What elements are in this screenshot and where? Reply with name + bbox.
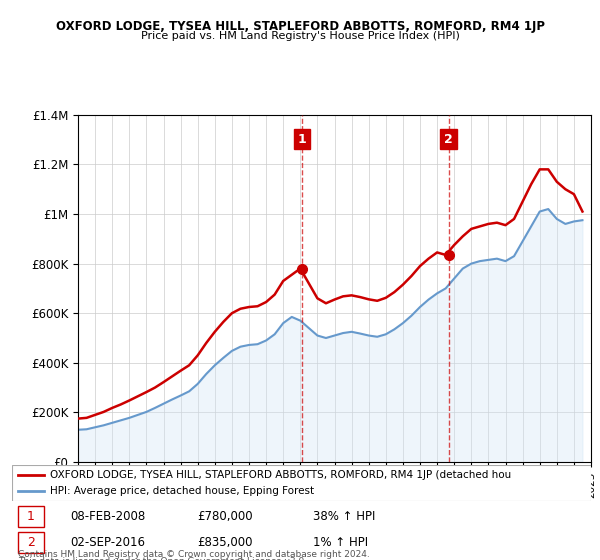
- Text: 1: 1: [27, 510, 35, 523]
- Text: 2: 2: [444, 133, 453, 146]
- Text: OXFORD LODGE, TYSEA HILL, STAPLEFORD ABBOTTS, ROMFORD, RM4 1JP (detached hou: OXFORD LODGE, TYSEA HILL, STAPLEFORD ABB…: [50, 470, 511, 480]
- Text: 08-FEB-2008: 08-FEB-2008: [70, 510, 145, 523]
- Text: 1% ↑ HPI: 1% ↑ HPI: [313, 536, 368, 549]
- FancyBboxPatch shape: [18, 506, 44, 527]
- Text: Price paid vs. HM Land Registry's House Price Index (HPI): Price paid vs. HM Land Registry's House …: [140, 31, 460, 41]
- Text: 38% ↑ HPI: 38% ↑ HPI: [313, 510, 376, 523]
- Text: OXFORD LODGE, TYSEA HILL, STAPLEFORD ABBOTTS, ROMFORD, RM4 1JP: OXFORD LODGE, TYSEA HILL, STAPLEFORD ABB…: [56, 20, 545, 32]
- Text: 02-SEP-2016: 02-SEP-2016: [70, 536, 145, 549]
- Text: 2: 2: [27, 536, 35, 549]
- Text: Contains HM Land Registry data © Crown copyright and database right 2024.: Contains HM Land Registry data © Crown c…: [18, 550, 370, 559]
- FancyBboxPatch shape: [18, 532, 44, 553]
- Text: 1: 1: [298, 133, 307, 146]
- Text: This data is licensed under the Open Government Licence v3.0.: This data is licensed under the Open Gov…: [18, 557, 307, 560]
- Text: HPI: Average price, detached house, Epping Forest: HPI: Average price, detached house, Eppi…: [50, 486, 314, 496]
- Text: £835,000: £835,000: [197, 536, 253, 549]
- Text: £780,000: £780,000: [197, 510, 253, 523]
